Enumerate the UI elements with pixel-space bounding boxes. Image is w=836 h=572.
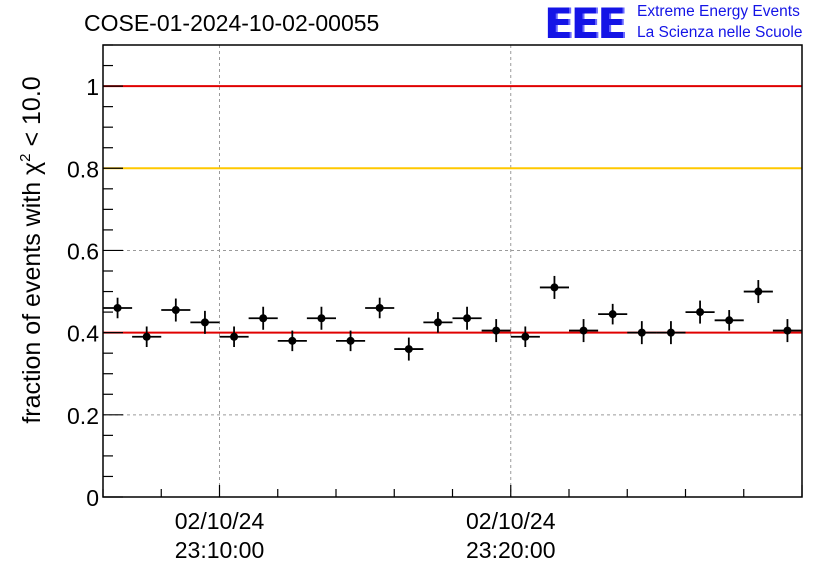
data-point xyxy=(103,297,133,319)
x-tick-label-time: 23:20:00 xyxy=(466,537,556,563)
data-marker xyxy=(579,326,588,335)
data-point xyxy=(161,298,191,322)
data-marker xyxy=(404,345,413,354)
data-marker xyxy=(433,318,442,327)
plot-frame xyxy=(102,44,803,498)
data-point xyxy=(481,319,511,343)
y-tick-label: 0.4 xyxy=(67,321,99,347)
logo-subtitle-1: Extreme Energy Events xyxy=(637,3,800,20)
data-point xyxy=(452,306,482,330)
data-marker xyxy=(521,332,530,341)
y-tick-label: 0.8 xyxy=(67,156,99,182)
data-marker xyxy=(317,314,326,323)
y-tick-label: 0.6 xyxy=(67,238,99,264)
data-marker xyxy=(288,336,297,345)
data-point xyxy=(714,310,744,331)
data-marker xyxy=(230,332,239,341)
data-point xyxy=(772,319,802,343)
data-marker xyxy=(113,303,122,312)
run-title: COSE-01-2024-10-02-00055 xyxy=(84,10,380,36)
data-marker xyxy=(259,314,268,323)
x-tick-label-date: 02/10/24 xyxy=(175,508,265,534)
data-point xyxy=(569,319,599,343)
data-point xyxy=(248,306,278,330)
reference-lines xyxy=(103,85,802,334)
data-point xyxy=(598,303,628,325)
y-axis-label: fraction of events with χ2 < 10.0 xyxy=(17,76,46,423)
data-point xyxy=(423,312,453,333)
data-marker xyxy=(637,328,646,337)
data-points xyxy=(103,275,802,361)
data-point xyxy=(394,337,424,361)
data-marker xyxy=(375,303,384,312)
eee-logo-mark: EEE xyxy=(544,0,626,48)
data-marker xyxy=(783,326,792,335)
data-marker xyxy=(463,314,472,323)
data-point xyxy=(132,326,162,348)
y-tick-label: 1 xyxy=(86,74,99,100)
data-point xyxy=(685,300,715,324)
data-point xyxy=(743,280,773,304)
data-marker xyxy=(666,328,675,337)
data-marker xyxy=(346,336,355,345)
data-marker xyxy=(200,318,209,327)
data-point xyxy=(656,321,686,345)
data-point xyxy=(277,330,307,352)
data-point xyxy=(510,326,540,348)
data-marker xyxy=(608,310,617,319)
x-tick-label-time: 23:10:00 xyxy=(175,537,265,563)
data-point xyxy=(539,275,569,299)
data-marker xyxy=(550,283,559,292)
logo-subtitle-2: La Scienza nelle Scuole xyxy=(637,24,803,41)
data-point xyxy=(627,321,657,345)
data-point xyxy=(336,330,366,352)
y-tick-label: 0.2 xyxy=(67,403,99,429)
eee-logo: EEE xyxy=(544,0,626,48)
x-tick-label-date: 02/10/24 xyxy=(466,508,556,534)
data-point xyxy=(219,326,249,348)
data-marker xyxy=(696,308,705,317)
data-point xyxy=(190,310,220,334)
y-tick-label: 0 xyxy=(86,485,99,511)
data-marker xyxy=(754,287,763,296)
data-point xyxy=(365,297,395,319)
grid-layer xyxy=(103,45,802,497)
data-marker xyxy=(725,316,734,325)
data-marker xyxy=(492,326,501,335)
data-marker xyxy=(171,306,180,315)
data-marker xyxy=(142,332,151,341)
data-point xyxy=(306,306,336,330)
axes: 0 0.2 0.4 0.6 0.8 1 02/10/24 23:10:00 02/10/24 23… xyxy=(67,44,803,563)
